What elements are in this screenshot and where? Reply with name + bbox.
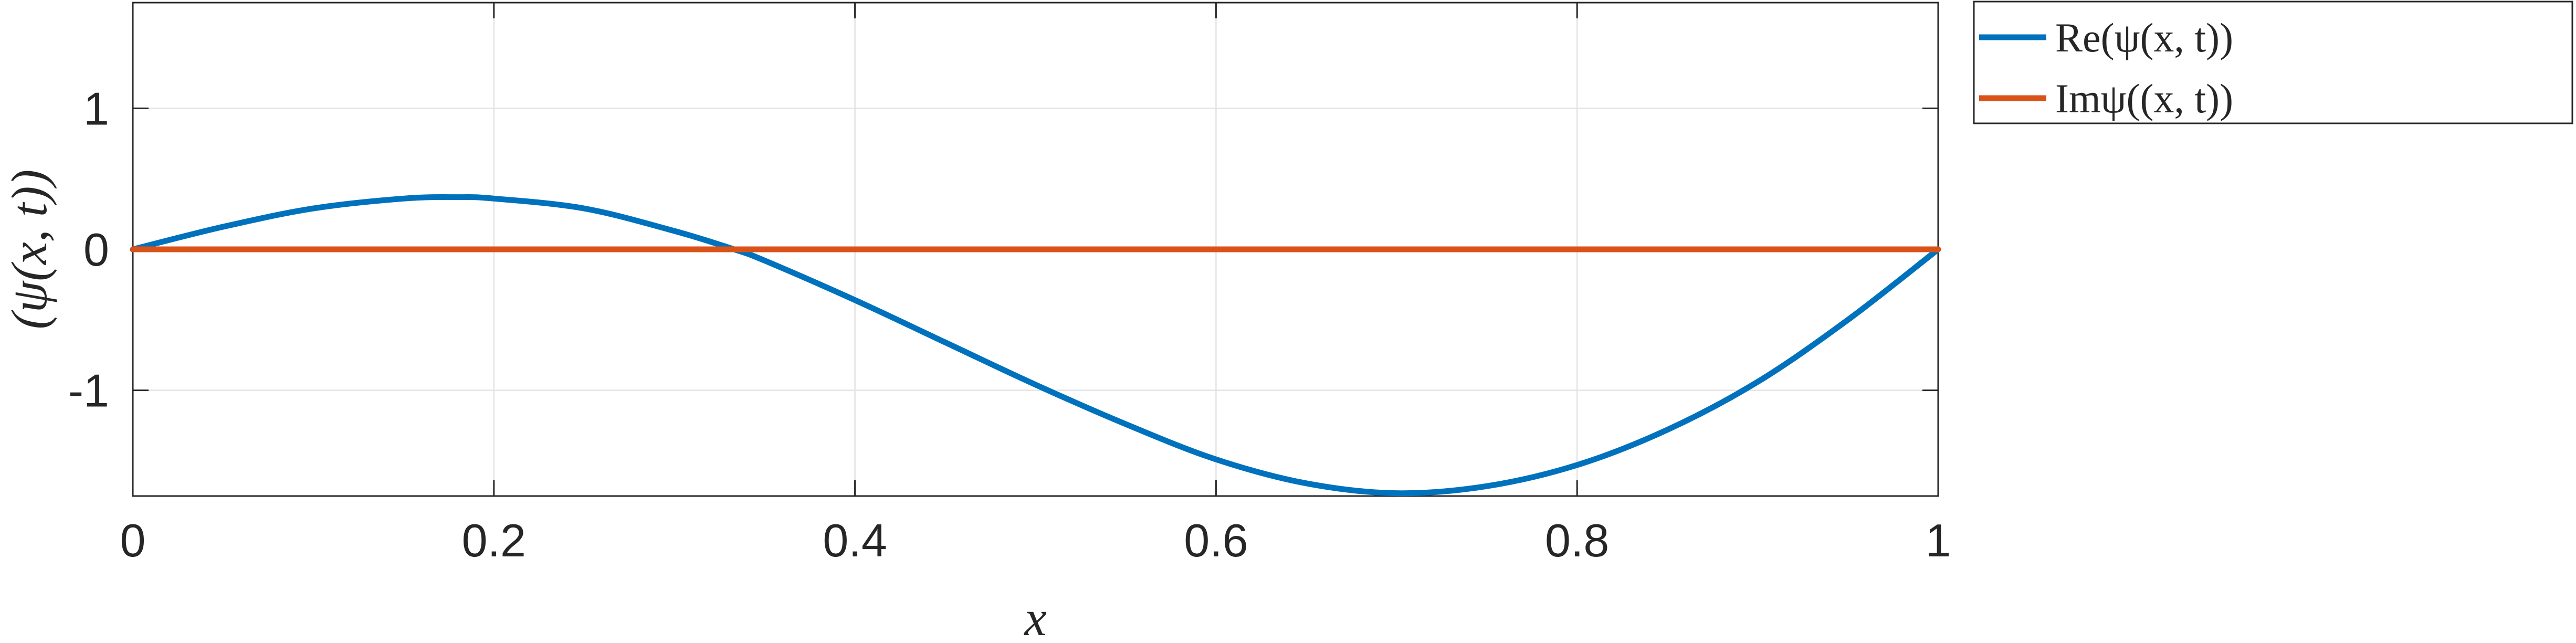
y-tick-label: -1 [68, 365, 109, 417]
x-tick-label: 0 [120, 514, 146, 566]
y-axis-label: (ψ(x, t)) [1, 170, 57, 330]
x-tick-label: 0.8 [1545, 514, 1609, 566]
legend-box [1973, 1, 2573, 124]
x-tick-label: 0.6 [1184, 514, 1248, 566]
y-tick-label: 0 [83, 224, 109, 276]
x-tick-label: 1 [1926, 514, 1951, 566]
series-layer [130, 194, 1941, 497]
x-tick-labels: 0 0.2 0.4 0.6 0.8 1 [120, 514, 1951, 566]
x-tick-label: 0.4 [823, 514, 887, 566]
y-tick-labels: 1 0 -1 [68, 82, 109, 416]
x-tick-label: 0.2 [462, 514, 526, 566]
y-tick-label: 1 [83, 82, 109, 134]
real-part-line [130, 194, 1941, 497]
legend-entry: Imψ((x, t)) [2055, 76, 2233, 121]
x-axis-label: x [1023, 590, 1047, 643]
legend-entry: Re(ψ(x, t)) [2055, 15, 2233, 60]
legend: Re(ψ(x, t)) Imψ((x, t)) [1973, 1, 2573, 124]
